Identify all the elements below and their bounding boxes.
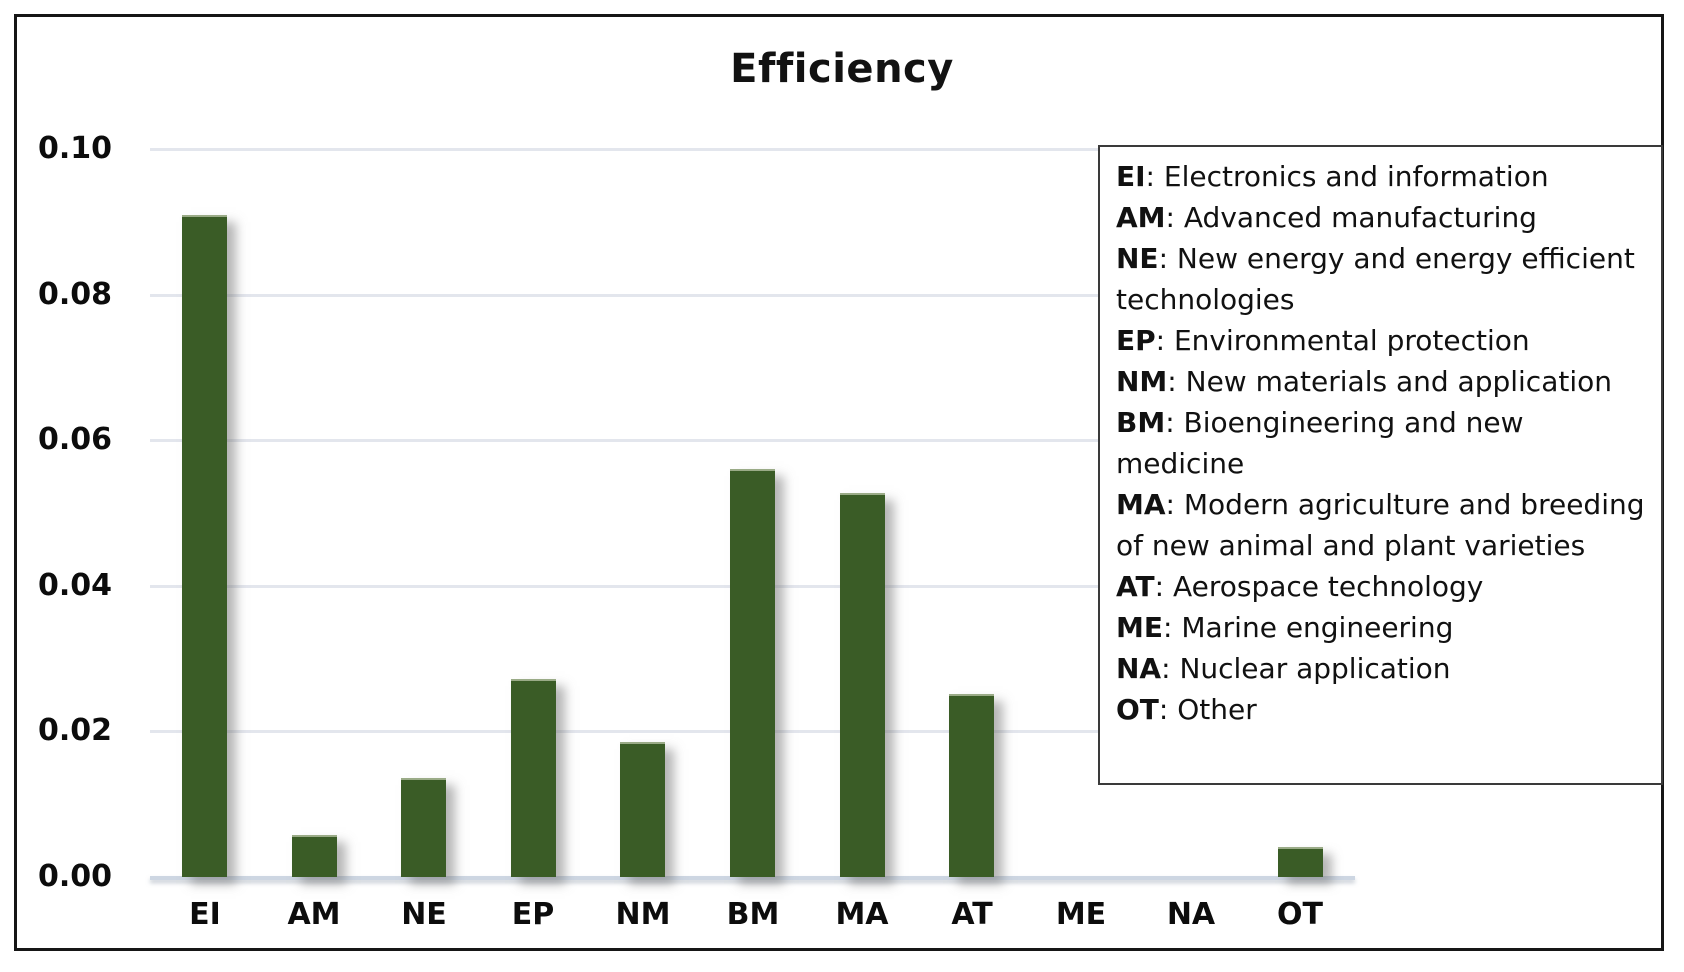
x-tick-label-AM: AM xyxy=(287,897,341,932)
bar-AT xyxy=(949,694,994,877)
legend-desc: : Nuclear application xyxy=(1161,652,1451,685)
legend-abbr: BM xyxy=(1116,406,1166,439)
gridline xyxy=(150,293,1355,297)
legend-abbr: NM xyxy=(1116,365,1168,398)
x-tick-label-OT: OT xyxy=(1277,897,1323,932)
legend-entry-AT: AT: Aerospace technology xyxy=(1116,566,1645,607)
bar-EP xyxy=(511,679,556,877)
bar-NE xyxy=(401,778,446,877)
legend-desc: : Marine engineering xyxy=(1163,611,1454,644)
x-tick-label-EI: EI xyxy=(189,897,221,932)
legend-entry-NE: NE: New energy and energy efficient tech… xyxy=(1116,238,1645,320)
legend-entry-MA: MA: Modern agriculture and breeding of n… xyxy=(1116,484,1645,566)
legend-abbr: ME xyxy=(1116,611,1163,644)
legend-abbr: AT xyxy=(1116,570,1155,603)
chart-title: Efficiency xyxy=(730,46,954,92)
y-tick-label: 0.04 xyxy=(37,567,112,603)
legend-entry-OT: OT: Other xyxy=(1116,689,1645,730)
legend-entry-EP: EP: Environmental protection xyxy=(1116,320,1645,361)
legend-desc: : Bioengineering and new medicine xyxy=(1116,406,1524,480)
legend-desc: : New energy and energy efficient techno… xyxy=(1116,242,1635,316)
y-tick-label: 0.10 xyxy=(37,131,112,166)
legend-desc: : Aerospace technology xyxy=(1154,570,1484,603)
x-tick-label-MA: MA xyxy=(835,897,889,932)
legend-entry-ME: ME: Marine engineering xyxy=(1116,607,1645,648)
x-tick-label-NM: NM xyxy=(615,897,671,932)
legend-desc: : Modern agriculture and breeding of new… xyxy=(1116,488,1645,562)
x-tick-label-AT: AT xyxy=(951,897,993,932)
legend-abbr: EI xyxy=(1116,160,1146,193)
x-tick-label-ME: ME xyxy=(1055,897,1107,932)
bar-OT xyxy=(1278,847,1323,877)
legend-abbr: EP xyxy=(1116,324,1156,357)
legend-entry-EI: EI: Electronics and information xyxy=(1116,156,1645,197)
x-tick-label-NE: NE xyxy=(401,897,447,932)
x-tick-label-NA: NA xyxy=(1166,897,1216,932)
gridline xyxy=(150,148,1355,151)
legend-desc: : Advanced manufacturing xyxy=(1165,201,1537,234)
gridline xyxy=(150,439,1355,443)
legend-abbr: NE xyxy=(1116,242,1159,275)
legend-entry-NA: NA: Nuclear application xyxy=(1116,648,1645,689)
legend-abbr: MA xyxy=(1116,488,1166,521)
bar-NM xyxy=(620,742,665,877)
bar-BM xyxy=(730,469,775,877)
y-tick-label: 0.02 xyxy=(37,713,112,749)
plot-area xyxy=(150,148,1355,880)
bar-AM xyxy=(292,835,337,877)
x-tick-label-BM: BM xyxy=(726,897,780,932)
x-axis-baseline xyxy=(150,876,1355,880)
legend-entry-BM: BM: Bioengineering and new medicine xyxy=(1116,402,1645,484)
y-tick-label: 0.08 xyxy=(37,276,112,312)
bar-MA xyxy=(840,493,885,877)
legend-desc: : Environmental protection xyxy=(1155,324,1530,357)
bar-EI xyxy=(182,215,227,877)
legend-box: EI: Electronics and information AM: Advan… xyxy=(1098,145,1663,785)
x-tick-label-EP: EP xyxy=(511,897,555,932)
y-tick-label: 0.06 xyxy=(37,422,112,458)
legend-desc: : Other xyxy=(1158,693,1257,726)
legend-desc: : New materials and application xyxy=(1167,365,1612,398)
legend-desc: : Electronics and information xyxy=(1145,160,1549,193)
legend-abbr: AM xyxy=(1116,201,1166,234)
legend-abbr: OT xyxy=(1116,693,1159,726)
legend-entry-NM: NM: New materials and application xyxy=(1116,361,1645,402)
legend-abbr: NA xyxy=(1116,652,1162,685)
y-tick-label: 0.00 xyxy=(37,859,112,894)
legend-entry-AM: AM: Advanced manufacturing xyxy=(1116,197,1645,238)
